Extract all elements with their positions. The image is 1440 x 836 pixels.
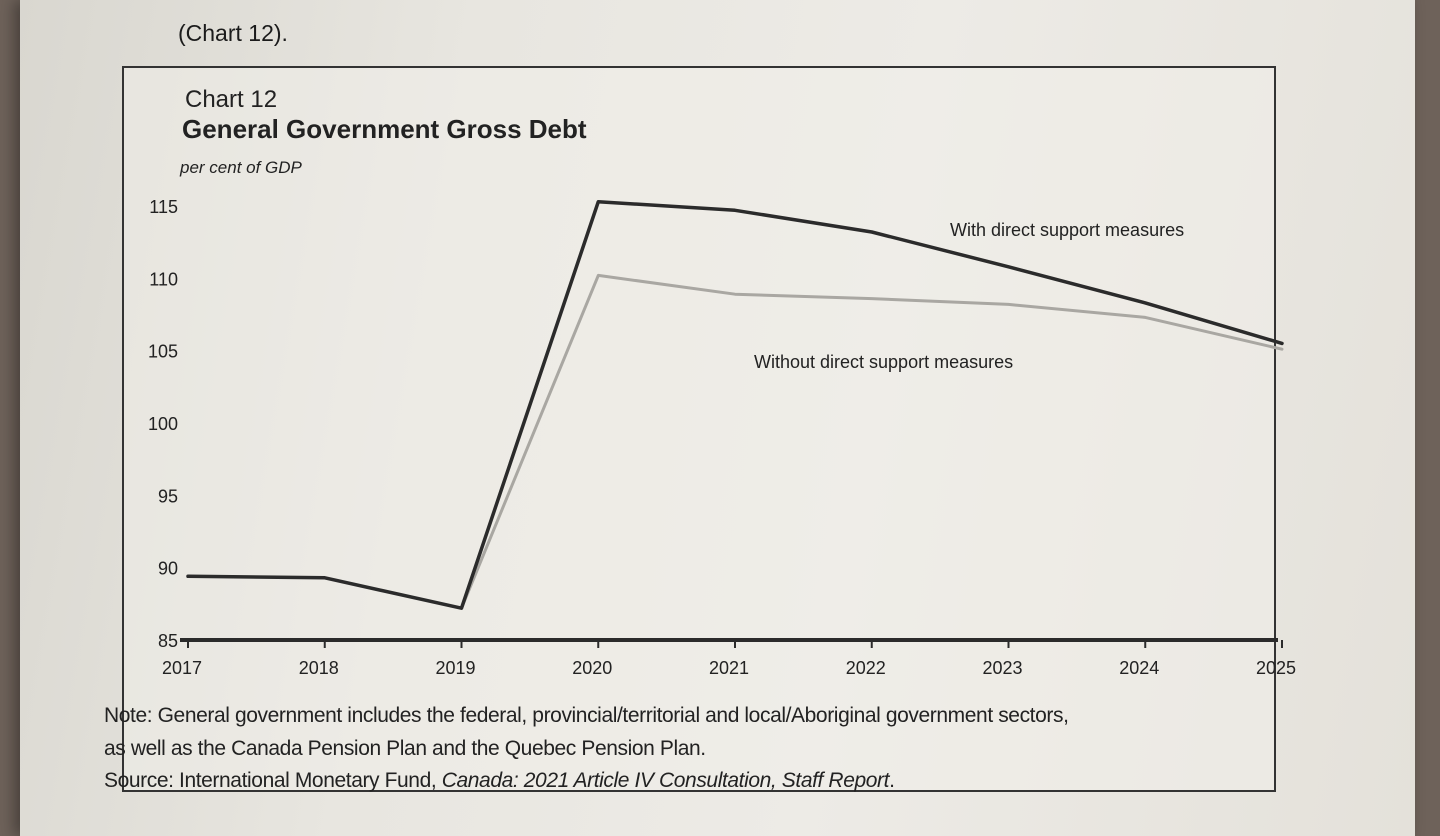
series-labels: With direct support measures Without dire… (754, 220, 1184, 372)
chart-number-label: Chart 12 (185, 86, 278, 113)
note-line-1: Note: General government includes the fe… (104, 704, 1069, 727)
chart-title: General Government Gross Debt (182, 114, 587, 144)
y-tick-label: 95 (158, 486, 178, 506)
series-line-without-support (460, 273, 1284, 610)
source-title: Canada: 2021 Article IV Consultation, St… (441, 769, 890, 793)
source-suffix: . (889, 769, 895, 793)
x-tick-label: 2024 (1119, 658, 1159, 678)
x-tick-label: 2022 (846, 658, 886, 678)
series-label-with-support: With direct support measures (950, 220, 1184, 240)
x-tick-label: 2021 (709, 658, 749, 678)
y-tick-label: 100 (148, 414, 178, 434)
y-tick-label: 85 (158, 631, 178, 651)
x-tick-label: 2018 (299, 658, 339, 678)
x-tick-label: 2023 (982, 658, 1022, 678)
source-prefix: Source: International Monetary Fund, (104, 769, 442, 793)
y-tick-label: 90 (158, 559, 178, 579)
note-line-2: as well as the Canada Pension Plan and t… (104, 736, 706, 760)
x-tick-label: 2025 (1256, 658, 1296, 678)
x-tick-label: 2017 (162, 658, 202, 678)
y-tick-labels: 85 90 95 100 105 110 115 (148, 197, 178, 651)
chart-frame (122, 66, 1276, 792)
x-tick-label: 2019 (435, 658, 475, 678)
y-axis-label: per cent of GDP (180, 158, 302, 177)
chart-note: Note: General government includes the fe… (104, 700, 1394, 798)
chart-reference-caption: (Chart 12). (178, 20, 288, 46)
y-tick-label: 115 (149, 197, 178, 217)
series-label-without-support: Without direct support measures (754, 352, 1013, 372)
y-tick-label: 105 (148, 342, 178, 362)
y-tick-label: 110 (149, 269, 178, 289)
x-axis: 2017 2018 2019 2020 2021 2022 2023 2024 2025 (162, 638, 1296, 678)
source-line: Source: International Monetary Fund, Can… (104, 765, 1394, 798)
x-tick-label: 2020 (572, 658, 612, 678)
series-line-with-support (186, 199, 1284, 610)
series-lines (186, 199, 1284, 610)
